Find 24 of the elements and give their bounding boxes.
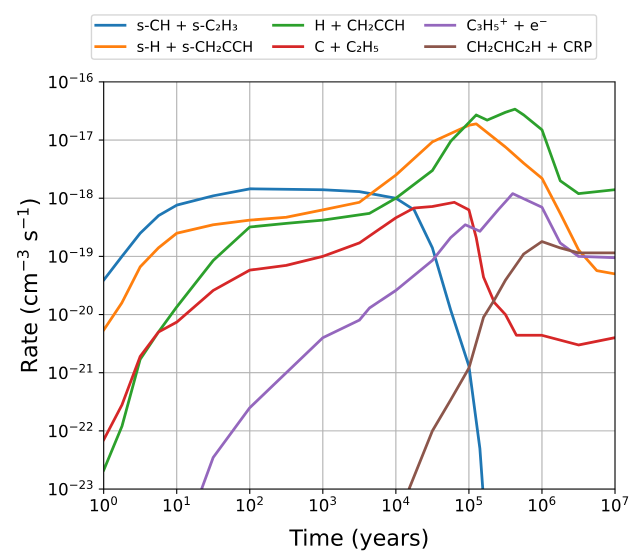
legend-label: s-H + s-CH₂CCH — [137, 40, 252, 52]
x-tick-label: 10$^{1}$ — [164, 496, 190, 512]
y-tick-label: 10$^{−22}$ — [49, 422, 92, 438]
y-tick-label: 10$^{−21}$ — [49, 364, 92, 380]
y-tick-label: 10$^{−16}$ — [49, 73, 93, 88]
x-tick-label: 10$^{2}$ — [236, 496, 263, 512]
y-tick-label: 10$^{−18}$ — [49, 189, 93, 205]
legend-label: C + C₂H₅ — [315, 40, 378, 52]
x-tick-label: 10$^{7}$ — [602, 496, 628, 512]
y-tick-label: 10$^{−23}$ — [49, 480, 92, 496]
y-tick-label: 10$^{−17}$ — [49, 131, 92, 146]
x-tick-label: 10$^{4}$ — [383, 496, 410, 512]
x-tick-label: 10$^{0}$ — [90, 496, 118, 512]
legend-label: C₃H₅$^{+}$ + e$^{−}$ — [467, 18, 546, 30]
x-tick-label: 10$^{6}$ — [529, 496, 556, 512]
legend-label: CH₂CHC₂H + CRP — [467, 40, 592, 52]
y-axis-title: Rate (cm$^{−3}$ s$^{−1}$) — [17, 200, 40, 372]
x-tick-label: 10$^{3}$ — [310, 496, 336, 512]
legend-label: s-CH + s-C₂H₃ — [137, 20, 238, 31]
legend-label: H + CH₂CCH — [316, 20, 404, 31]
x-axis-title: Time (years) — [289, 528, 428, 550]
y-tick-label: 10$^{−19}$ — [49, 248, 93, 263]
y-tick-label: 10$^{−20}$ — [49, 306, 93, 321]
x-tick-label: 10$^{5}$ — [456, 496, 482, 512]
